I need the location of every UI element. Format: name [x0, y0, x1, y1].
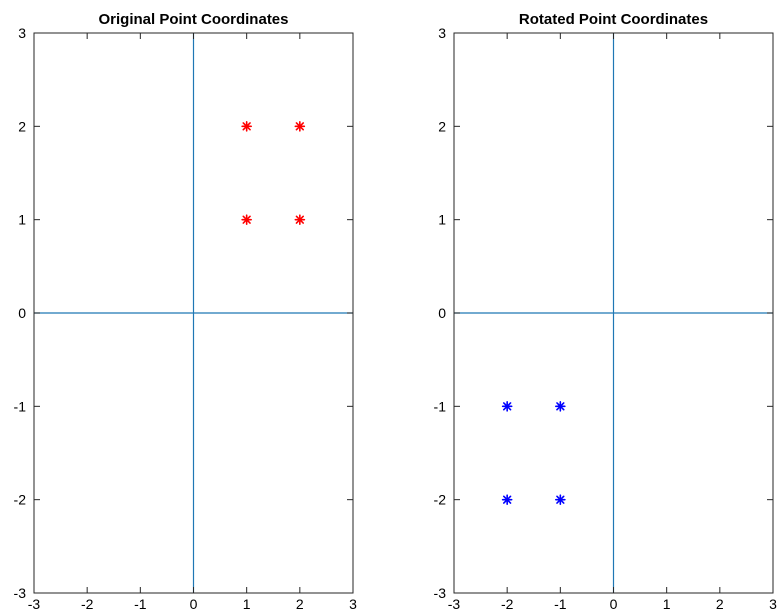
- y-tick-label: -3: [14, 585, 27, 601]
- data-point-stroke: [242, 215, 251, 224]
- x-tick-label: -2: [501, 596, 514, 612]
- x-tick-label: 0: [190, 596, 198, 612]
- y-tick-label: 3: [18, 25, 26, 41]
- data-point-stroke: [242, 122, 251, 131]
- data-point: [555, 401, 566, 412]
- x-tick-label: 0: [610, 596, 618, 612]
- y-tick-label: 3: [438, 25, 446, 41]
- y-tick-label: 2: [18, 118, 26, 134]
- y-tick-label: 1: [438, 212, 446, 228]
- data-point-stroke: [556, 495, 565, 504]
- data-point: [294, 214, 306, 225]
- y-tick-label: -2: [434, 492, 447, 508]
- x-tick-label: -1: [554, 596, 567, 612]
- x-tick-label: 2: [296, 596, 304, 612]
- x-tick-label: 3: [349, 596, 357, 612]
- data-point-stroke: [502, 495, 512, 504]
- chart-title: Original Point Coordinates: [98, 11, 288, 28]
- data-point: [501, 494, 513, 505]
- x-tick-label: -2: [81, 596, 94, 612]
- data-point: [501, 401, 513, 412]
- x-tick-label: -3: [28, 596, 41, 612]
- y-tick-label: -3: [434, 585, 447, 601]
- data-point: [294, 121, 306, 132]
- data-point-stroke: [556, 402, 565, 411]
- y-tick-label: 0: [438, 305, 446, 321]
- x-tick-label: -1: [134, 596, 147, 612]
- x-tick-label: 1: [663, 596, 671, 612]
- data-point-stroke: [502, 402, 512, 411]
- y-tick-label: -2: [14, 492, 27, 508]
- chart-panel-2: -3 -2 -1 0 1 2 3 -3 -2 -1 0 1 2 3 Rotated Point Coordi…: [434, 11, 778, 612]
- x-tick-label: -3: [448, 596, 461, 612]
- x-tick-label: 2: [716, 596, 724, 612]
- chart-panel-1: -3 -2 -1 0 1 2 3 -3 -2 -1 0 1 2 3 Original Point Coord…: [14, 11, 358, 612]
- y-tick-label: 0: [18, 305, 26, 321]
- data-point: [555, 494, 566, 505]
- y-tick-label: 2: [438, 118, 446, 134]
- y-tick-label: -1: [14, 398, 27, 414]
- data-point: [241, 214, 252, 225]
- y-tick-label: 1: [18, 212, 26, 228]
- x-tick-label: 3: [769, 596, 777, 612]
- data-point: [241, 121, 252, 132]
- chart-title: Rotated Point Coordinates: [519, 11, 708, 28]
- data-point-stroke: [295, 215, 305, 224]
- y-tick-label: -1: [434, 398, 447, 414]
- data-point-stroke: [295, 122, 305, 131]
- x-tick-label: 1: [243, 596, 251, 612]
